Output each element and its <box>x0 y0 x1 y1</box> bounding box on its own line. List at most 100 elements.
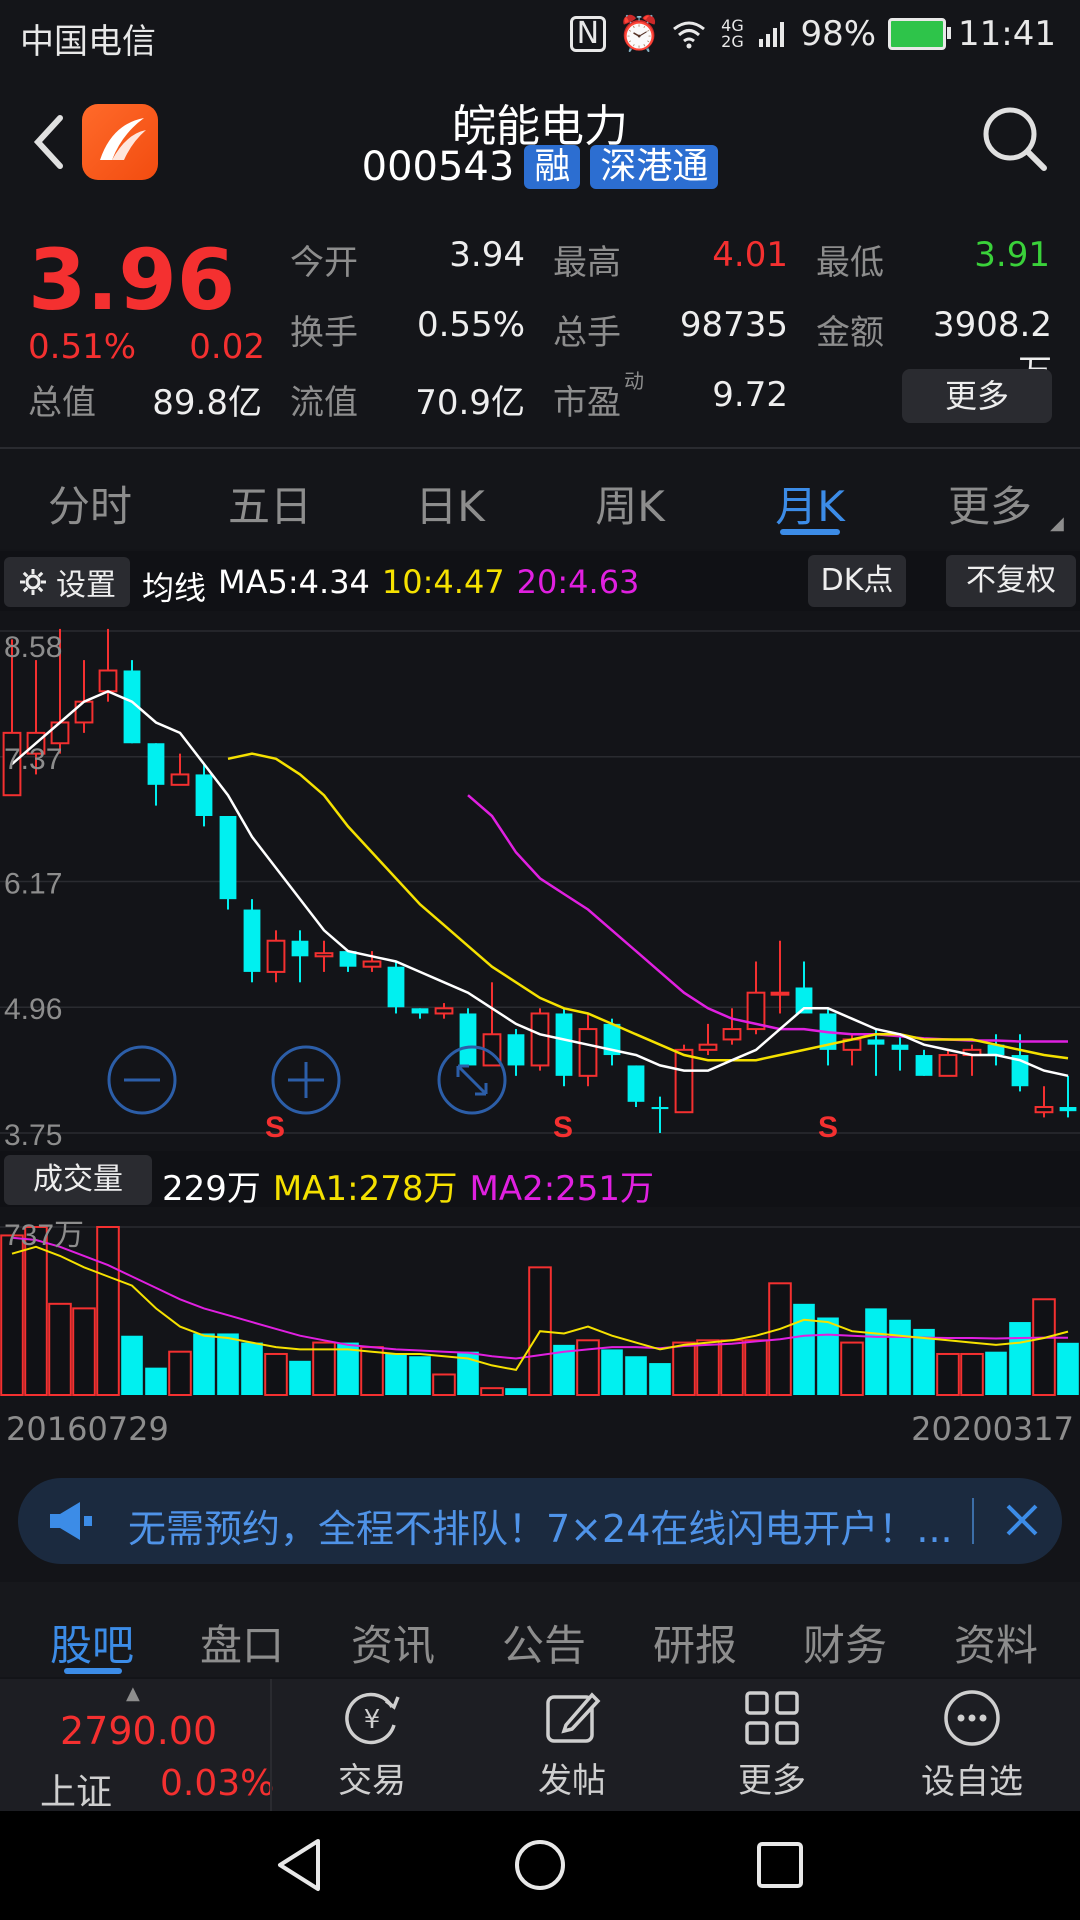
post-button[interactable]: 发帖 <box>472 1679 672 1811</box>
volume-bar <box>649 1363 671 1395</box>
index-change: 0.03% <box>160 1763 275 1804</box>
nav-recents-icon[interactable] <box>756 1841 804 1889</box>
banner-divider <box>972 1498 974 1544</box>
float-value: 70.9亿 <box>415 383 525 423</box>
candle <box>243 909 261 972</box>
volume-bar <box>696 1339 720 1396</box>
index-ticker[interactable]: ▲ 2790.00 上证 0.03% <box>0 1679 274 1813</box>
tab-announcements[interactable]: 公告 <box>502 1621 587 1670</box>
margin-badge: 融 <box>524 145 581 189</box>
volume-bar <box>241 1342 263 1395</box>
more-corner-icon: ◢ <box>1050 513 1064 534</box>
tab-news[interactable]: 资讯 <box>351 1621 436 1670</box>
volume-indicator-button[interactable]: 成交量 <box>4 1155 152 1205</box>
stock-code-line: 000543 融 深港通 <box>0 144 1080 190</box>
volume-values: 229万 MA1:278万 MA2:251万 <box>162 1161 654 1210</box>
volume-bar <box>576 1339 600 1396</box>
stock-code: 000543 <box>361 144 515 190</box>
no-adjust-button[interactable]: 不复权 <box>946 555 1076 607</box>
zoom-out-button[interactable] <box>107 1045 177 1115</box>
svg-text:¥: ¥ <box>364 1705 381 1735</box>
candle <box>867 1039 885 1045</box>
promo-banner[interactable]: 无需预约，全程不排队！7×24在线闪电开户！... <box>18 1478 1062 1564</box>
tab-five-day[interactable]: 五日 <box>227 482 312 531</box>
volume-bar <box>24 1226 48 1396</box>
expand-button[interactable] <box>437 1045 507 1115</box>
pe-label: 市盈 <box>553 383 621 423</box>
volume-ma-lines <box>11 1236 1069 1372</box>
volume-bar <box>793 1303 815 1395</box>
ma-legend-bar: 设置 均线 MA5:4.34 10:4.47 20:4.63 DK点 不复权 <box>0 551 1080 611</box>
change-amount: 0.02 <box>189 327 265 367</box>
volume-bar <box>744 1339 768 1396</box>
add-watchlist-button[interactable]: 设自选 <box>872 1679 1072 1811</box>
nav-home-icon[interactable] <box>514 1839 566 1891</box>
volume-label: 总手 <box>553 313 621 353</box>
divider <box>270 1679 272 1811</box>
zoom-in-button[interactable] <box>271 1045 341 1115</box>
low-label: 最低 <box>816 243 884 283</box>
candle <box>507 1034 525 1066</box>
app-logo-icon[interactable] <box>82 104 158 180</box>
tab-financials[interactable]: 财务 <box>803 1621 888 1670</box>
active-tab-indicator <box>780 529 840 535</box>
candle <box>891 1044 909 1050</box>
volume-bars <box>0 1226 1079 1397</box>
y-tick-label: 3.75 <box>4 1119 62 1151</box>
change-percent: 0.51% <box>28 327 137 367</box>
candle <box>123 670 141 744</box>
settings-button[interactable]: 设置 <box>4 557 130 607</box>
trade-button[interactable]: ¥ 交易 <box>272 1679 472 1811</box>
low-value: 3.91 <box>974 235 1050 275</box>
active-tab-indicator <box>64 1668 122 1674</box>
candle <box>314 952 334 958</box>
clock: 11:41 <box>958 14 1056 54</box>
nav-back-icon[interactable] <box>274 1837 324 1893</box>
sell-signal: S <box>818 1111 838 1144</box>
alarm-icon: ⏰ <box>618 14 661 54</box>
mktcap-value: 89.8亿 <box>152 383 262 423</box>
index-name: 上证 <box>40 1772 113 1813</box>
candle <box>698 1043 718 1051</box>
candle <box>674 1048 694 1114</box>
tab-more[interactable]: 更多 <box>947 482 1032 531</box>
candle <box>578 1028 598 1077</box>
more-stats-button[interactable]: 更多 <box>902 369 1052 423</box>
candle <box>722 1028 742 1041</box>
stock-name: 皖能电力 <box>452 101 628 152</box>
dk-point-button[interactable]: DK点 <box>808 555 906 607</box>
candle <box>291 940 309 957</box>
volume-ma2: MA2:251万 <box>469 1169 655 1209</box>
tab-forum[interactable]: 股吧 <box>50 1621 135 1670</box>
tab-monthly-k[interactable]: 月K <box>775 482 845 531</box>
tab-orderbook[interactable]: 盘口 <box>200 1621 285 1670</box>
tab-daily-k[interactable]: 日K <box>415 482 485 531</box>
tab-profile[interactable]: 资料 <box>954 1621 1039 1670</box>
carrier-name: 中国电信 <box>20 22 156 62</box>
volume-bar <box>1057 1342 1079 1395</box>
search-icon[interactable] <box>980 104 1050 174</box>
ma5-value: MA5:4.34 <box>218 563 370 601</box>
signal-icon <box>759 22 785 47</box>
tab-research[interactable]: 研报 <box>653 1621 738 1670</box>
kline-chart[interactable]: 8.58 7.37 6.17 4.96 3.75 S S S <box>0 611 1080 1151</box>
close-icon[interactable] <box>1004 1502 1040 1538</box>
volume-bar <box>1032 1298 1056 1396</box>
volume-chart[interactable]: 737万 <box>0 1207 1080 1402</box>
tab-weekly-k[interactable]: 周K <box>595 482 665 531</box>
back-arrow-icon[interactable] <box>30 112 66 172</box>
candle <box>627 1065 645 1102</box>
volume-ma1-line <box>11 1245 1069 1372</box>
pe-dynamic-mark: 动 <box>624 369 644 393</box>
ma10-value: 10:4.47 <box>381 563 505 601</box>
index-value: 2790.00 <box>60 1709 218 1753</box>
tab-intraday[interactable]: 分时 <box>47 482 132 531</box>
candle <box>266 939 286 973</box>
open-label: 今开 <box>290 243 358 283</box>
high-label: 最高 <box>553 243 621 283</box>
high-value: 4.01 <box>712 235 788 275</box>
more-button[interactable]: 更多 <box>672 1679 872 1811</box>
volume-bar <box>96 1226 120 1396</box>
banner-text: 无需预约，全程不排队！7×24在线闪电开户！... <box>128 1507 953 1551</box>
volume-bar <box>480 1387 504 1397</box>
